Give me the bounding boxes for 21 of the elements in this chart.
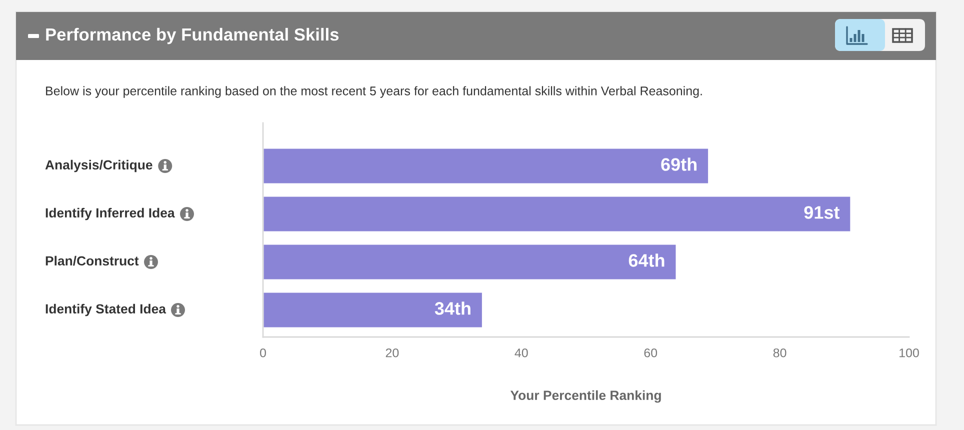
y-tick-label: Analysis/Critique (45, 160, 152, 172)
data-label: 64th (628, 254, 664, 267)
x-tick-label: 0 (260, 348, 266, 358)
bar (263, 243, 678, 281)
y-tick-label: Identify Stated Idea (46, 304, 166, 316)
x-tick-label: 80 (773, 348, 786, 358)
y-tick-label: Identify Inferred Idea (46, 208, 175, 220)
y-tick-label: Plan/Construct (46, 256, 139, 266)
data-label: 91st (804, 206, 840, 219)
bar (263, 291, 484, 329)
x-axis-title: Your Percentile Ranking (510, 390, 661, 403)
data-label: 34th (434, 302, 470, 315)
x-tick-label: 40 (514, 348, 528, 358)
x-tick-label: 100 (900, 348, 919, 358)
x-tick-label: 60 (644, 348, 658, 358)
bar (263, 195, 852, 233)
bar (263, 147, 710, 185)
chart-title: Performance by Fundamental Skills (46, 28, 339, 44)
x-tick-label: 20 (386, 348, 399, 358)
chart-subtitle: Below is your percentile ranking based on the most recent 5 years for each fundamental skills within Verbal Reasoning. (46, 86, 702, 98)
data-label: 69th (661, 158, 697, 171)
